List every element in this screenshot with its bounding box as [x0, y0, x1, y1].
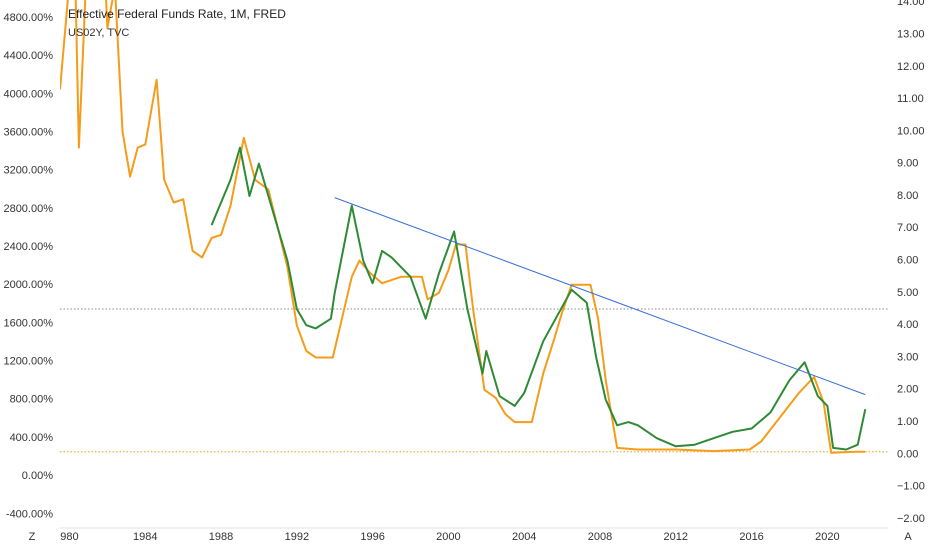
y-tick-label: 400.00% — [10, 432, 54, 444]
y2-tick-label: 9.00 — [897, 158, 918, 170]
x-tick-label: 1996 — [360, 531, 384, 543]
y2-tick-label: 1.00 — [897, 416, 918, 428]
plot-area — [60, 0, 888, 454]
x-tick-label: 2000 — [436, 531, 460, 543]
x-tick-label: 2008 — [588, 531, 612, 543]
y2-tick-label: 11.00 — [897, 93, 924, 105]
y2-tick-label: 12.00 — [897, 61, 925, 73]
y-tick-label: 4400.00% — [3, 50, 53, 62]
y-tick-label: 4800.00% — [3, 12, 53, 24]
x-tick-label: 980 — [60, 531, 78, 543]
y-tick-label: 1600.00% — [3, 317, 53, 329]
y2-tick-label: 7.00 — [897, 222, 918, 234]
y2-tick-label: 6.00 — [897, 255, 918, 267]
x-tick-label: 1992 — [285, 531, 309, 543]
corner-label: A — [904, 531, 912, 543]
y-tick-label: 3200.00% — [3, 165, 53, 177]
y2-tick-label: 4.00 — [897, 319, 918, 331]
y2-tick-label: 10.00 — [897, 125, 925, 137]
y-tick-label: 0.00% — [22, 470, 53, 482]
y-tick-label: 3600.00% — [3, 127, 53, 139]
x-tick-label: 2004 — [512, 531, 536, 543]
x-tick-label: 2020 — [815, 531, 839, 543]
chart-title: Effective Federal Funds Rate, 1M, FRED — [68, 7, 286, 21]
y2-tick-label: 2.00 — [897, 384, 918, 396]
x-tick-label: 1988 — [209, 531, 233, 543]
x-tick-label: 2016 — [739, 531, 763, 543]
y2-tick-label: 5.00 — [897, 287, 918, 299]
y-tick-label: 2000.00% — [3, 279, 53, 291]
y-tick-label: 1200.00% — [3, 356, 53, 368]
chart-subtitle: US02Y, TVC — [68, 27, 129, 39]
series-line — [210, 146, 867, 451]
y2-tick-label: −1.00 — [897, 481, 925, 493]
y2-tick-label: 14.00 — [897, 0, 925, 8]
corner-label: Z — [29, 531, 36, 543]
x-tick-label: 2012 — [664, 531, 688, 543]
y-tick-label: 2800.00% — [3, 203, 53, 215]
y-tick-label: -400.00% — [6, 508, 53, 520]
x-tick-label: 1984 — [133, 531, 157, 543]
y2-tick-label: 8.00 — [897, 190, 918, 202]
series-line — [60, 0, 866, 454]
y-tick-label: 800.00% — [10, 394, 54, 406]
y2-tick-label: −2.00 — [897, 513, 925, 525]
y2-tick-label: 0.00 — [897, 448, 918, 460]
y-tick-label: 4000.00% — [3, 88, 53, 100]
y-tick-label: 2400.00% — [3, 241, 53, 253]
trend-line — [334, 197, 866, 396]
y2-tick-label: 13.00 — [897, 28, 925, 40]
y2-tick-label: 3.00 — [897, 351, 918, 363]
